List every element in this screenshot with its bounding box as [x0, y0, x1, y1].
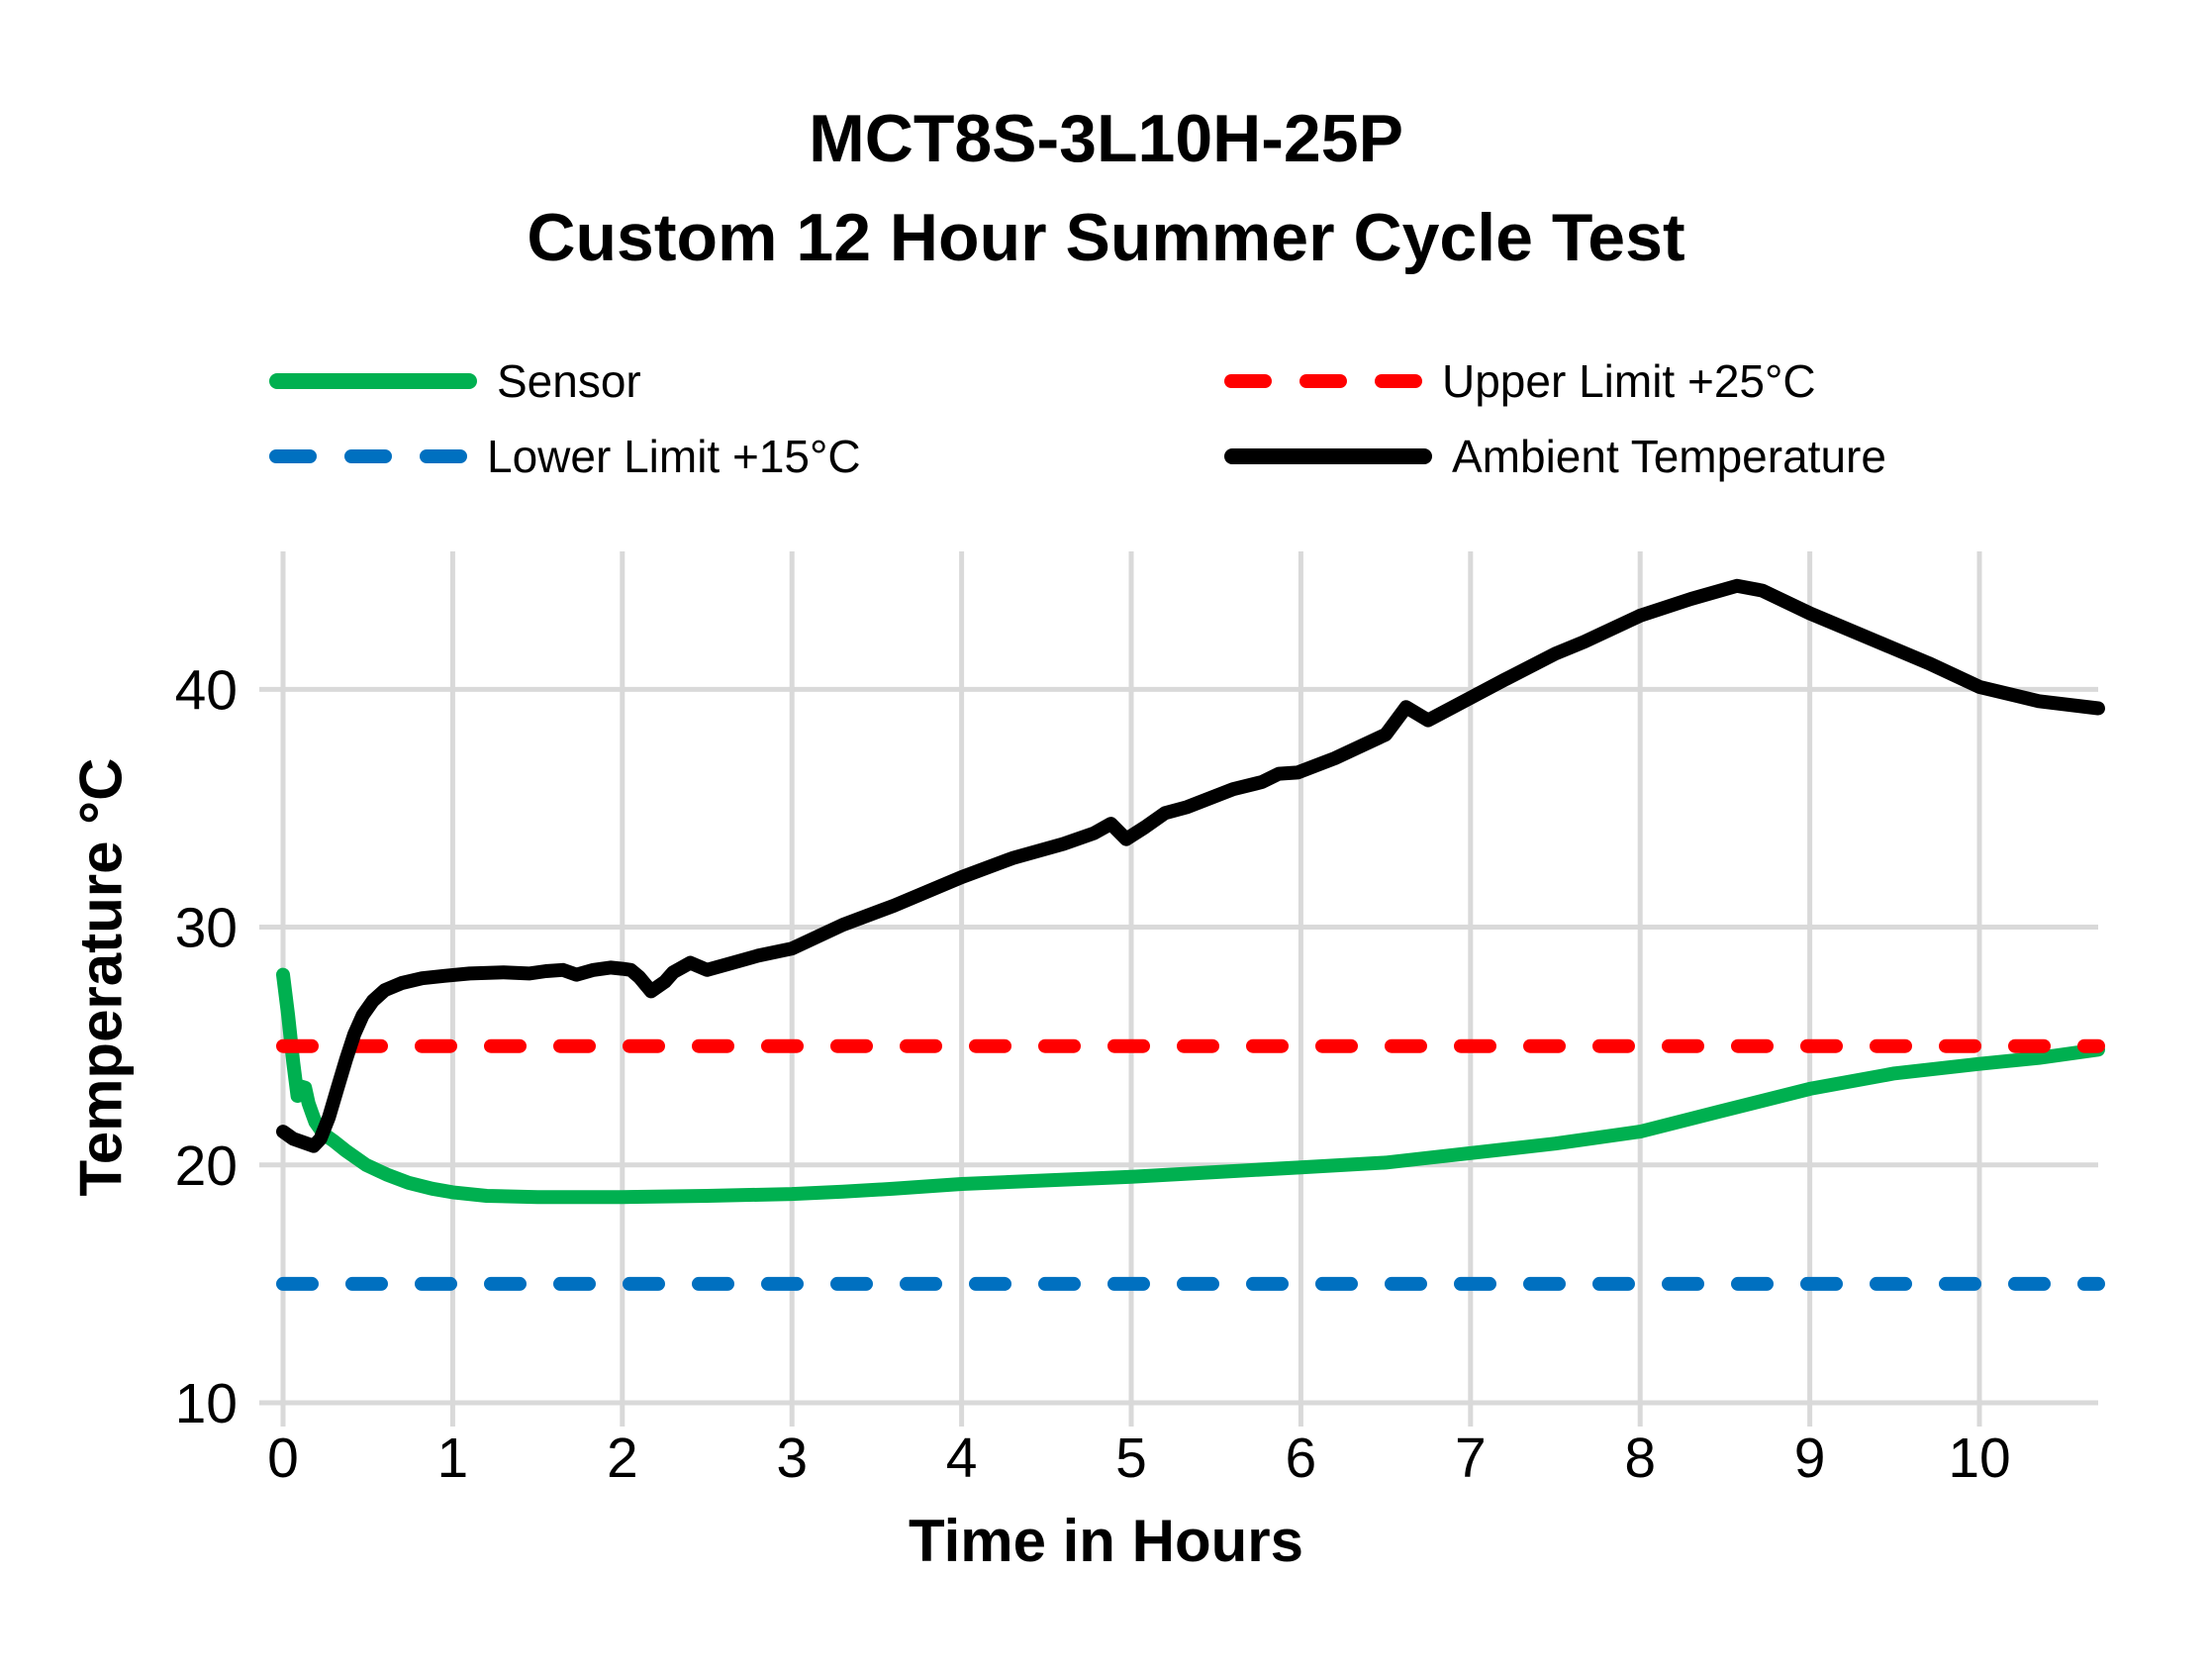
y-tick-label: 10	[175, 1372, 238, 1435]
legend-item-ambient: Ambient Temperature	[1224, 423, 1886, 490]
x-tick-label: 4	[946, 1427, 978, 1490]
x-axis-title: Time in Hours	[909, 1508, 1303, 1574]
ambient-line-swatch	[1224, 448, 1432, 464]
x-tick-label: 10	[1948, 1427, 2010, 1490]
x-tick-label: 9	[1794, 1427, 1826, 1490]
x-tick-label: 3	[776, 1427, 808, 1490]
lower-limit-dash-swatch	[269, 449, 467, 463]
x-tick-label: 0	[267, 1427, 299, 1490]
legend-label-upper-limit: Upper Limit +25°C	[1442, 355, 1816, 407]
legend-item-upper-limit: Upper Limit +25°C	[1224, 347, 1816, 415]
x-tick-label: 5	[1115, 1427, 1147, 1490]
y-axis-title: Temperature °C	[67, 757, 135, 1197]
chart-title: MCT8S-3L10H-25P Custom 12 Hour Summer Cy…	[0, 89, 2212, 287]
x-tick-label: 8	[1624, 1427, 1656, 1490]
chart-title-line1: MCT8S-3L10H-25P	[809, 101, 1403, 176]
x-tick-label: 2	[607, 1427, 638, 1490]
ambient-temperature-line	[276, 578, 2105, 1153]
x-tick-label: 6	[1286, 1427, 1317, 1490]
sensor-line	[276, 967, 2105, 1205]
x-tick-label: 7	[1455, 1427, 1487, 1490]
y-tick-label: 30	[175, 897, 238, 960]
upper-limit-dash-swatch	[1224, 374, 1422, 388]
legend-label-lower-limit: Lower Limit +15°C	[487, 431, 861, 482]
legend-item-lower-limit: Lower Limit +15°C	[269, 423, 861, 490]
sensor-line-swatch	[269, 373, 477, 389]
chart-title-line2: Custom 12 Hour Summer Cycle Test	[527, 200, 1685, 275]
legend-label-sensor: Sensor	[497, 355, 641, 407]
legend-item-sensor: Sensor	[269, 347, 641, 415]
y-tick-label: 20	[175, 1134, 238, 1198]
y-tick-label: 40	[175, 658, 238, 722]
legend-label-ambient: Ambient Temperature	[1452, 431, 1886, 482]
x-tick-label: 1	[437, 1427, 469, 1490]
